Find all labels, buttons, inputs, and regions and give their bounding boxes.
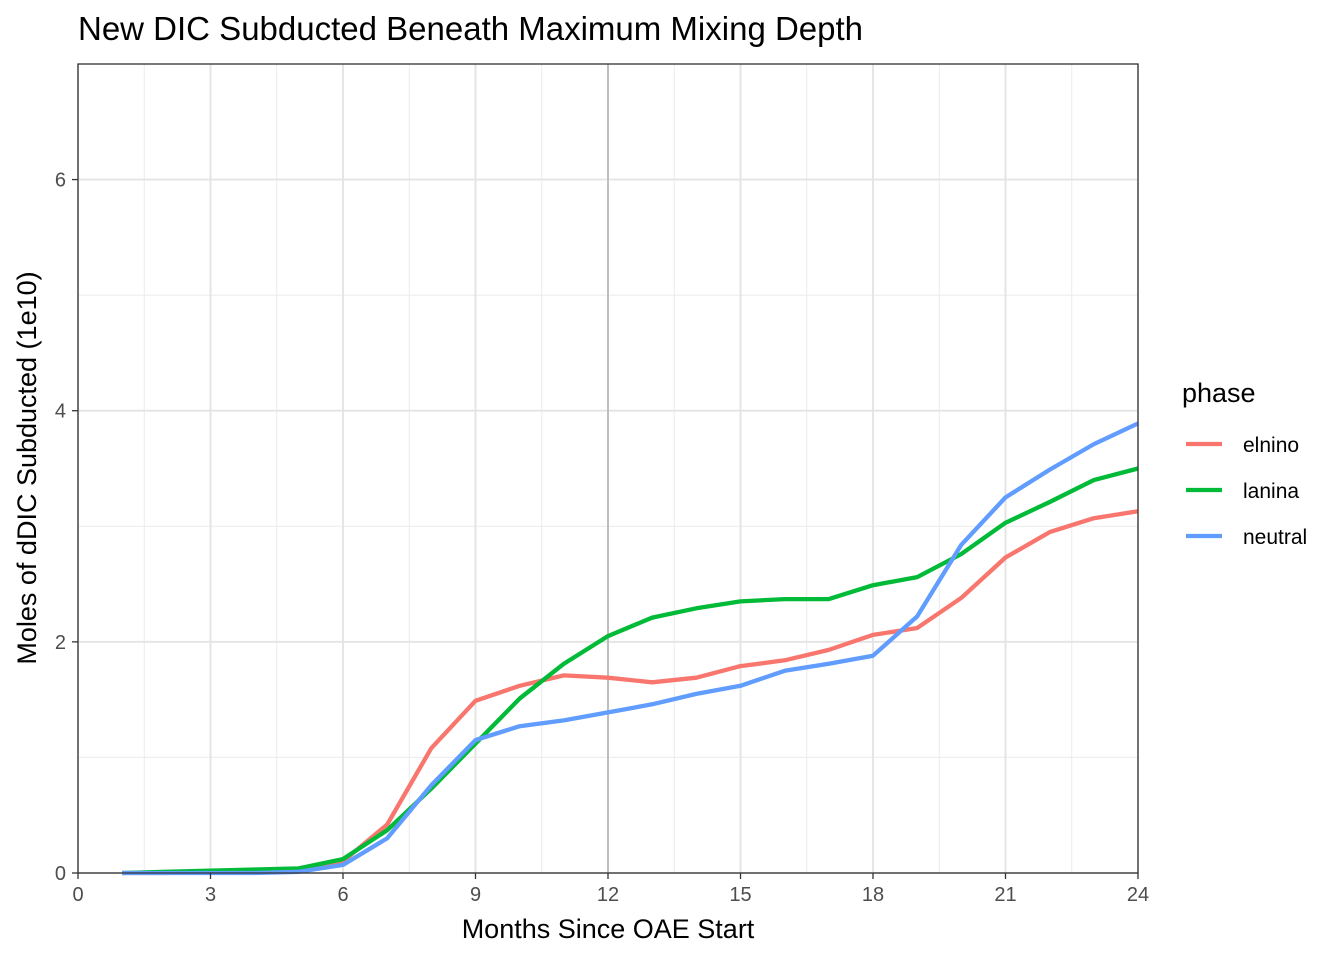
y-tick-label: 2 [55, 632, 66, 654]
x-tick-label: 18 [862, 884, 884, 906]
x-tick-label: 0 [72, 884, 83, 906]
legend: phase elnino lanina neutral [1182, 378, 1307, 549]
legend-title: phase [1182, 378, 1256, 408]
x-tick-label: 24 [1127, 884, 1149, 906]
legend-label-neutral: neutral [1243, 526, 1307, 549]
legend-label-lanina: lanina [1243, 480, 1299, 503]
y-tick-label: 6 [55, 170, 66, 192]
x-tick-label: 9 [470, 884, 481, 906]
series-line-neutral [122, 421, 1139, 876]
series-line-lanina [122, 466, 1139, 876]
y-axis-title: Moles of dDIC Subducted (1e10) [12, 271, 42, 664]
x-tick-label: 15 [729, 884, 751, 906]
x-tick-label: 21 [994, 884, 1016, 906]
chart-title: New DIC Subducted Beneath Maximum Mixing… [78, 10, 863, 47]
series-lines [122, 421, 1139, 876]
x-tick-label: 3 [205, 884, 216, 906]
x-tick-label: 6 [337, 884, 348, 906]
y-tick-label: 4 [55, 401, 66, 423]
x-tick-label: 12 [597, 884, 619, 906]
x-axis-title: Months Since OAE Start [462, 914, 755, 944]
legend-label-elnino: elnino [1243, 434, 1299, 457]
y-tick-label: 0 [55, 863, 66, 885]
